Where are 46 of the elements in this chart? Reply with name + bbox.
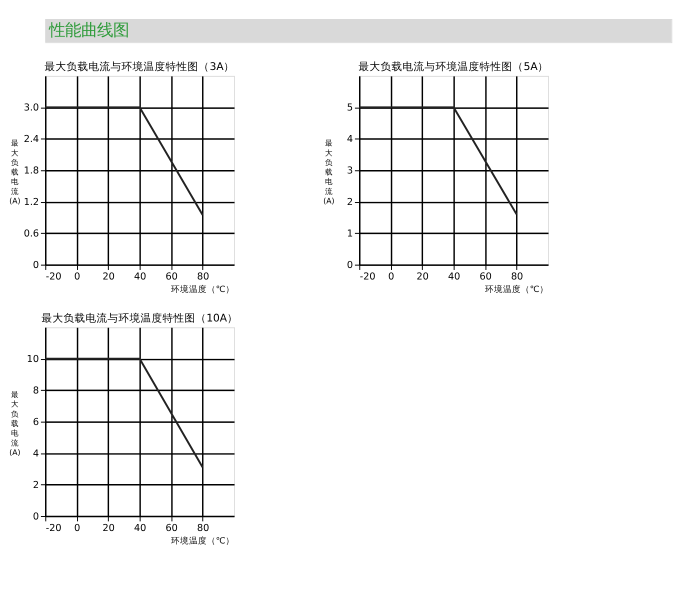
x-tick-label: 40 xyxy=(134,272,146,283)
y-tick-label: 5 xyxy=(346,102,354,114)
y-tick-label: 1.8 xyxy=(24,166,40,177)
y-tick-label: 1 xyxy=(346,228,354,240)
x-tick-label: 60 xyxy=(165,522,178,534)
x-axis-title: 环境温度（℃） xyxy=(170,536,235,546)
x-tick-label: 60 xyxy=(165,272,178,283)
y-tick-label: 2.4 xyxy=(24,134,40,146)
y-tick-label: 3.0 xyxy=(24,102,40,114)
x-tick-label: 0 xyxy=(74,522,80,534)
y-tick-label: 2 xyxy=(346,197,354,208)
x-tick-label: 20 xyxy=(102,522,115,534)
x-tick-label: 80 xyxy=(196,272,210,283)
y-tick-label: 8 xyxy=(32,386,40,397)
x-axis-title: 环境温度（℃） xyxy=(484,284,549,296)
x-tick-label: -20 xyxy=(46,522,62,534)
y-tick-label: 1.2 xyxy=(24,197,40,208)
x-tick-label: -20 xyxy=(360,272,376,283)
y-tick-label: 0 xyxy=(346,260,354,272)
x-tick-label: 80 xyxy=(196,522,210,534)
text: 性能曲线图 xyxy=(48,20,130,40)
chart-title: 最大负载电流与环境温度特性图（10A） xyxy=(41,311,238,324)
y-tick-label: 0 xyxy=(32,511,40,522)
x-tick-label: 0 xyxy=(388,272,394,283)
y-tick-label: 0 xyxy=(32,260,40,272)
x-tick-label: 80 xyxy=(510,272,524,283)
x-tick-label: 40 xyxy=(448,272,460,283)
chart-title: 最大负载电流与环境温度特性图（3A） xyxy=(44,60,235,74)
x-tick-label: 40 xyxy=(134,522,146,534)
x-tick-label: -20 xyxy=(46,272,62,283)
x-tick-label: 60 xyxy=(479,272,492,283)
x-tick-label: 20 xyxy=(102,272,115,283)
y-axis-title: 最大负载电流(A) xyxy=(9,390,21,457)
chart-title: 最大负载电流与环境温度特性图（5A） xyxy=(358,60,549,74)
x-tick-label: 20 xyxy=(416,272,429,283)
y-axis-title: 最大负载电流(A) xyxy=(323,138,335,206)
y-axis-title: 最大负载电流(A) xyxy=(9,138,21,206)
y-tick-label: 6 xyxy=(32,417,40,428)
y-tick-label: 3 xyxy=(346,166,354,177)
x-axis-title: 环境温度（℃） xyxy=(170,284,235,296)
y-tick-label: 4 xyxy=(32,448,40,460)
y-tick-label: 0.6 xyxy=(24,228,40,240)
y-tick-label: 10 xyxy=(26,354,40,366)
y-tick-label: 2 xyxy=(32,480,40,491)
y-tick-label: 4 xyxy=(346,134,354,146)
x-tick-label: 0 xyxy=(74,272,80,283)
